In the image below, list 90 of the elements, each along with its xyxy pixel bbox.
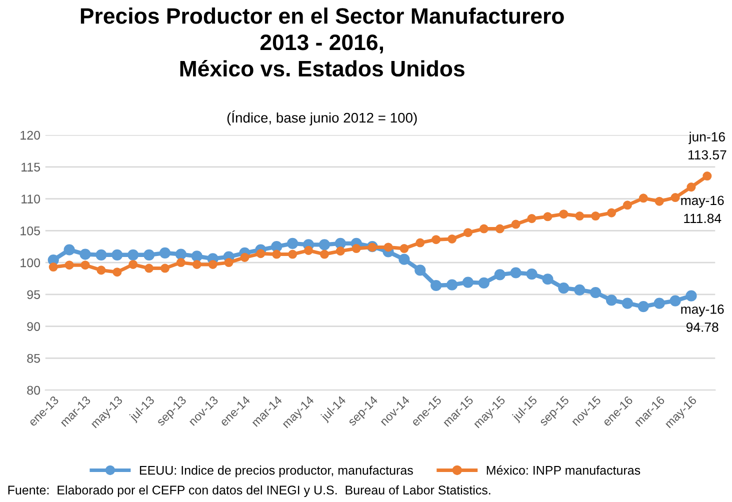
point bbox=[479, 224, 488, 234]
point bbox=[304, 246, 314, 255]
point bbox=[574, 284, 586, 296]
point bbox=[287, 238, 298, 249]
point bbox=[112, 268, 122, 277]
point bbox=[527, 214, 536, 224]
point bbox=[336, 246, 345, 256]
point bbox=[352, 244, 361, 254]
chart-subtitle: (Índice, base junio 2012 = 100) bbox=[227, 110, 417, 126]
point bbox=[638, 300, 649, 312]
point bbox=[670, 295, 681, 306]
point bbox=[416, 238, 425, 248]
point bbox=[384, 242, 393, 252]
y-tick-label: 100 bbox=[20, 258, 40, 268]
point bbox=[143, 249, 155, 260]
point bbox=[686, 290, 697, 302]
point bbox=[288, 250, 298, 259]
point bbox=[96, 249, 107, 260]
point bbox=[414, 264, 426, 276]
y-tick-label: 120 bbox=[20, 130, 40, 140]
data-label: jun-16 113.57 bbox=[688, 132, 726, 160]
y-tick-label: 80 bbox=[27, 386, 40, 395]
point bbox=[272, 250, 282, 259]
point bbox=[462, 276, 474, 288]
point bbox=[96, 266, 106, 275]
point bbox=[463, 228, 472, 238]
point bbox=[175, 248, 186, 260]
point bbox=[448, 234, 457, 244]
point bbox=[176, 258, 186, 268]
point bbox=[702, 172, 712, 181]
source-note: Fuente: Elaborado por el CEFP con datos del INEGI y U.S. Bureau of Labor Statistics. bbox=[8, 485, 490, 497]
y-tick-label: 110 bbox=[22, 194, 40, 204]
point bbox=[128, 249, 139, 260]
point bbox=[208, 260, 218, 269]
point bbox=[430, 280, 442, 292]
point bbox=[160, 264, 170, 273]
data-label: may-16 111.84 bbox=[681, 196, 724, 224]
point bbox=[400, 244, 409, 254]
point bbox=[240, 252, 250, 262]
point bbox=[271, 241, 282, 252]
point bbox=[256, 249, 266, 258]
point bbox=[606, 208, 616, 218]
legend-label: EEUU: Indice de precios productor, manufacturas bbox=[140, 466, 413, 478]
point bbox=[446, 279, 458, 290]
point bbox=[318, 239, 330, 250]
point bbox=[654, 298, 665, 309]
point bbox=[128, 260, 138, 269]
point bbox=[432, 235, 441, 244]
y-tick-label: 115 bbox=[22, 162, 40, 172]
point bbox=[686, 182, 696, 192]
point bbox=[80, 260, 90, 270]
point bbox=[48, 262, 58, 272]
point bbox=[112, 249, 123, 260]
point bbox=[559, 210, 568, 219]
y-tick-label: 95 bbox=[27, 290, 40, 300]
point bbox=[511, 220, 520, 229]
point bbox=[654, 196, 664, 206]
point bbox=[144, 264, 154, 273]
point bbox=[64, 260, 74, 270]
y-tick-label: 105 bbox=[20, 226, 40, 236]
point bbox=[495, 224, 504, 234]
point bbox=[320, 250, 329, 259]
point bbox=[398, 254, 410, 265]
chart-title: Precios Productor en el Sector Manufacturero 2013 - 2016, México vs. Estados Unidos bbox=[80, 8, 564, 77]
point bbox=[334, 238, 346, 249]
point bbox=[558, 282, 570, 294]
point bbox=[622, 298, 634, 309]
legend-label: México: INPP manufacturas bbox=[486, 465, 640, 475]
point bbox=[590, 286, 602, 298]
point bbox=[494, 269, 506, 280]
point bbox=[670, 193, 680, 202]
point bbox=[510, 267, 522, 278]
point bbox=[224, 258, 234, 268]
point bbox=[192, 260, 202, 269]
point bbox=[64, 244, 75, 256]
point bbox=[191, 250, 202, 262]
point bbox=[80, 248, 91, 260]
point bbox=[478, 277, 490, 289]
y-tick-label: 90 bbox=[27, 322, 40, 331]
point bbox=[159, 247, 171, 259]
point bbox=[622, 200, 632, 210]
point bbox=[638, 194, 648, 203]
y-tick-label: 85 bbox=[27, 354, 40, 363]
point bbox=[575, 211, 584, 221]
data-label: may-16 94.78 bbox=[681, 304, 724, 332]
point bbox=[543, 212, 552, 222]
point bbox=[591, 211, 600, 221]
point bbox=[526, 268, 538, 280]
point bbox=[542, 274, 554, 285]
point bbox=[606, 294, 618, 306]
